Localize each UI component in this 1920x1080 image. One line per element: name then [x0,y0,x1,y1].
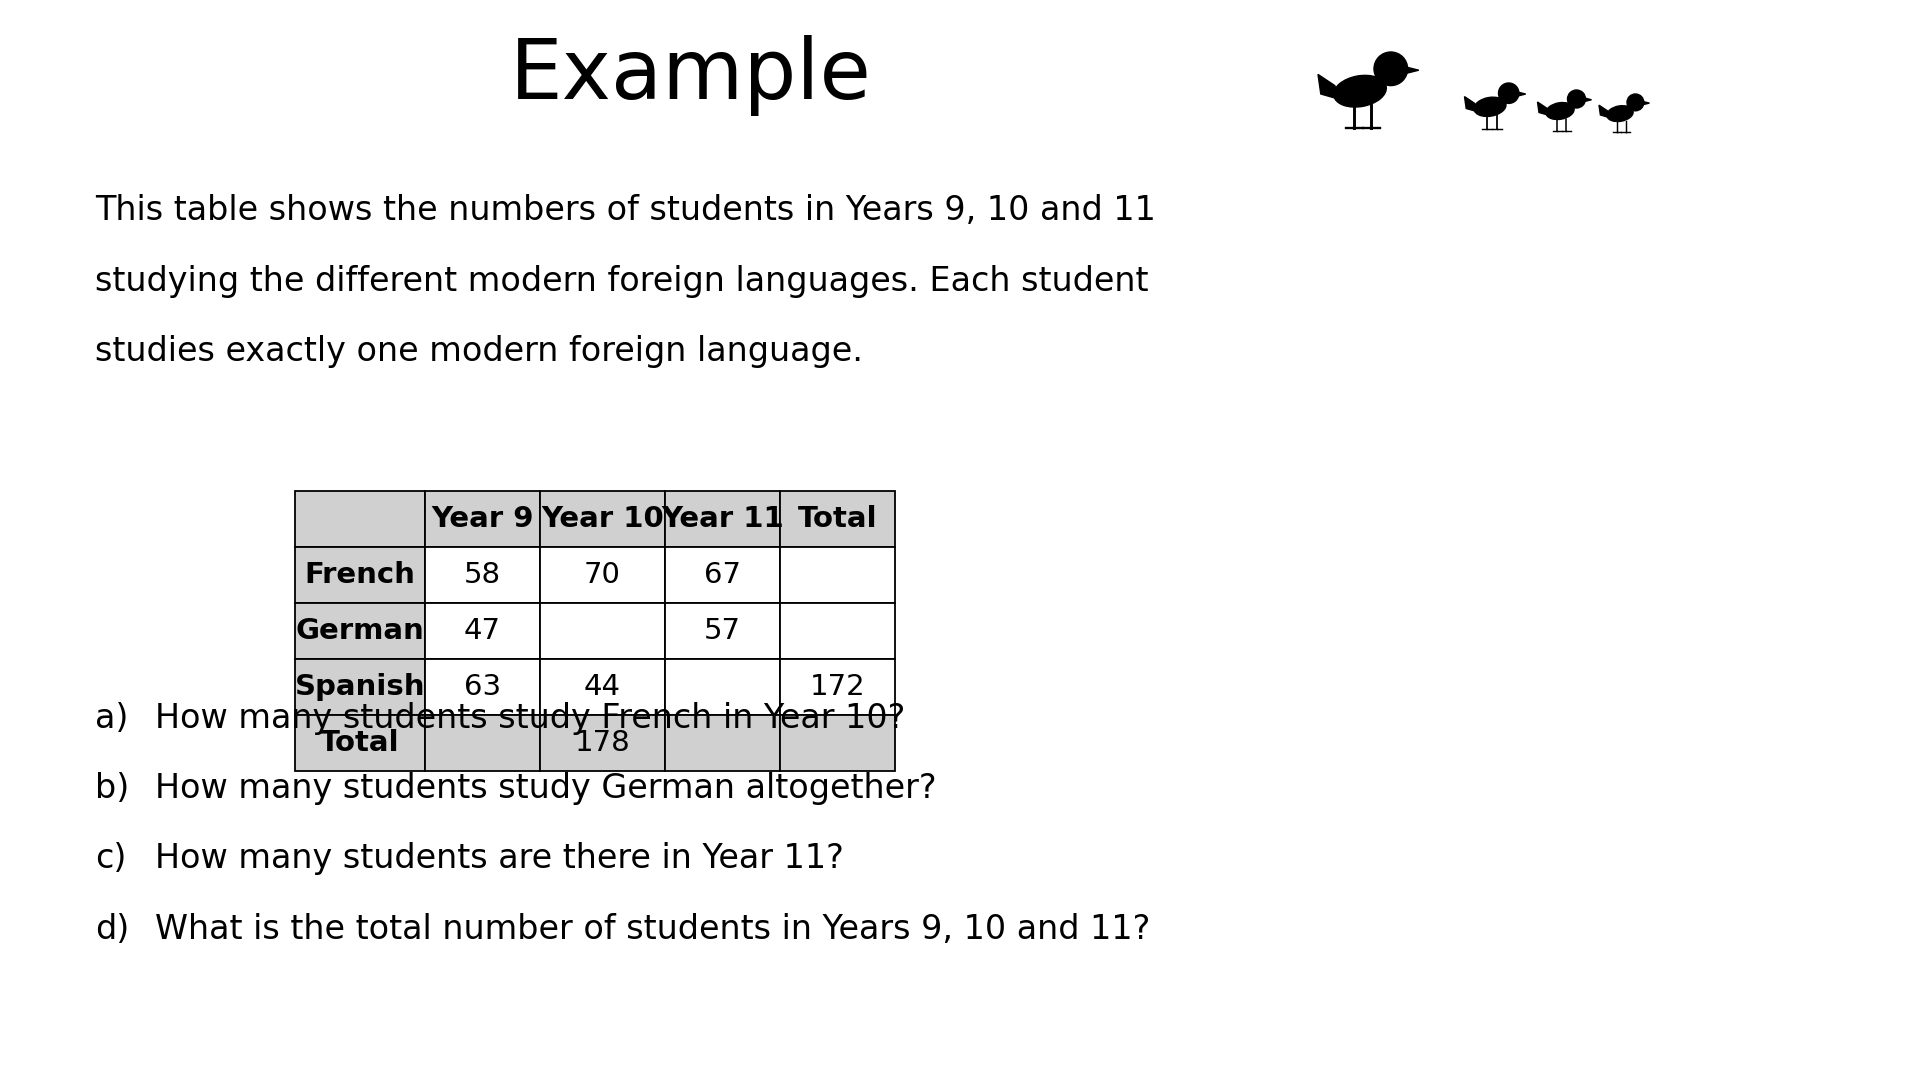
Text: Example: Example [511,35,872,116]
Ellipse shape [1546,103,1574,120]
Text: studying the different modern foreign languages. Each student: studying the different modern foreign la… [94,265,1148,298]
Bar [296,715,424,771]
Polygon shape [1375,69,1396,89]
Bar [540,660,664,715]
Text: a): a) [94,702,129,735]
Bar [424,604,540,660]
Circle shape [1626,94,1644,111]
Text: d): d) [94,913,129,946]
Text: How many students study French in Year 10?: How many students study French in Year 1… [156,702,906,735]
Text: French: French [305,562,415,590]
Text: How many students are there in Year 11?: How many students are there in Year 11? [156,842,845,876]
Text: 44: 44 [584,674,620,701]
Bar [296,491,424,548]
Bar [424,491,540,548]
Ellipse shape [1334,76,1386,107]
Polygon shape [1582,97,1592,102]
Ellipse shape [1607,106,1634,122]
Bar [780,604,895,660]
Text: Spanish: Spanish [296,674,424,701]
Text: What is the total number of students in Years 9, 10 and 11?: What is the total number of students in … [156,913,1150,946]
Bar [664,660,780,715]
Text: c): c) [94,842,127,876]
Bar [780,491,895,548]
Bar [424,715,540,771]
Bar [540,604,664,660]
Polygon shape [1642,102,1649,105]
Text: studies exactly one modern foreign language.: studies exactly one modern foreign langu… [94,335,862,368]
Circle shape [1375,52,1407,85]
Polygon shape [1317,75,1340,99]
Circle shape [1567,90,1586,108]
Bar [780,715,895,771]
Bar [780,660,895,715]
Polygon shape [1567,99,1580,109]
Polygon shape [1402,66,1419,75]
Circle shape [1498,83,1519,104]
Text: 178: 178 [574,729,630,757]
Bar [664,548,780,604]
Text: This table shows the numbers of students in Years 9, 10 and 11: This table shows the numbers of students… [94,194,1156,228]
Text: 172: 172 [810,674,866,701]
Text: b): b) [94,772,129,806]
Bar [664,715,780,771]
Text: 70: 70 [584,562,620,590]
Bar [424,548,540,604]
Text: Year 11: Year 11 [660,505,783,534]
Text: German: German [296,618,424,646]
Text: 57: 57 [705,618,741,646]
Polygon shape [1626,103,1638,112]
Polygon shape [1599,105,1611,118]
Bar [296,604,424,660]
Bar [296,660,424,715]
Bar [424,660,540,715]
Bar [540,548,664,604]
Text: 47: 47 [465,618,501,646]
Polygon shape [1465,96,1478,112]
Polygon shape [1538,102,1549,116]
Polygon shape [1515,92,1526,96]
Text: 63: 63 [465,674,501,701]
Text: 67: 67 [705,562,741,590]
Bar [540,491,664,548]
Text: Total: Total [797,505,877,534]
Text: How many students study German altogether?: How many students study German altogethe… [156,772,937,806]
Polygon shape [1498,93,1513,105]
Bar [780,548,895,604]
Text: Total: Total [321,729,399,757]
Ellipse shape [1475,97,1505,117]
Text: 58: 58 [465,562,501,590]
Bar [664,604,780,660]
Text: Year 10: Year 10 [541,505,664,534]
Bar [540,715,664,771]
Text: Year 9: Year 9 [432,505,534,534]
Bar [664,491,780,548]
Bar [296,548,424,604]
